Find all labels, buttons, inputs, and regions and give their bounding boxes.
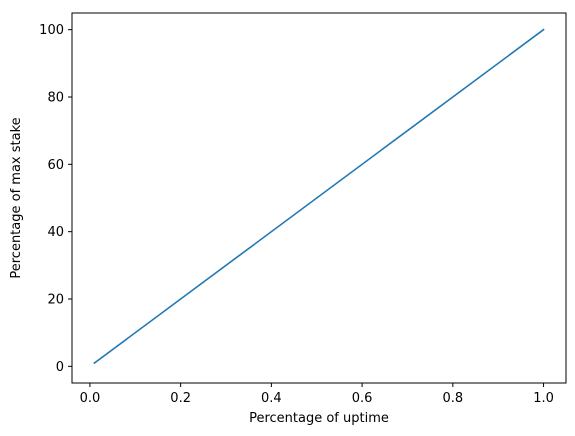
plot-frame [71,12,567,384]
y-axis-label: Percentage of max stake [9,117,24,278]
series-line [93,28,545,365]
y-axis-ticks: 0 20 40 60 80 100 [39,23,72,375]
y-tick-label: 20 [47,293,64,308]
x-tick-label: 0.8 [442,391,463,406]
y-tick-label: 0 [56,360,64,375]
x-tick-label: 0.0 [80,391,101,406]
y-tick-label: 60 [47,158,64,173]
y-tick-label: 40 [47,225,64,240]
x-tick-label: 0.2 [170,391,191,406]
series-layer [93,28,545,365]
x-tick-label: 0.4 [261,391,282,406]
x-axis-ticks: 0.0 0.2 0.4 0.6 0.8 1.0 [80,383,554,406]
x-tick-label: 0.6 [352,391,373,406]
x-tick-label: 1.0 [533,391,554,406]
x-axis-label: Percentage of uptime [249,411,389,426]
y-tick-label: 100 [39,23,64,38]
y-tick-label: 80 [47,90,64,105]
